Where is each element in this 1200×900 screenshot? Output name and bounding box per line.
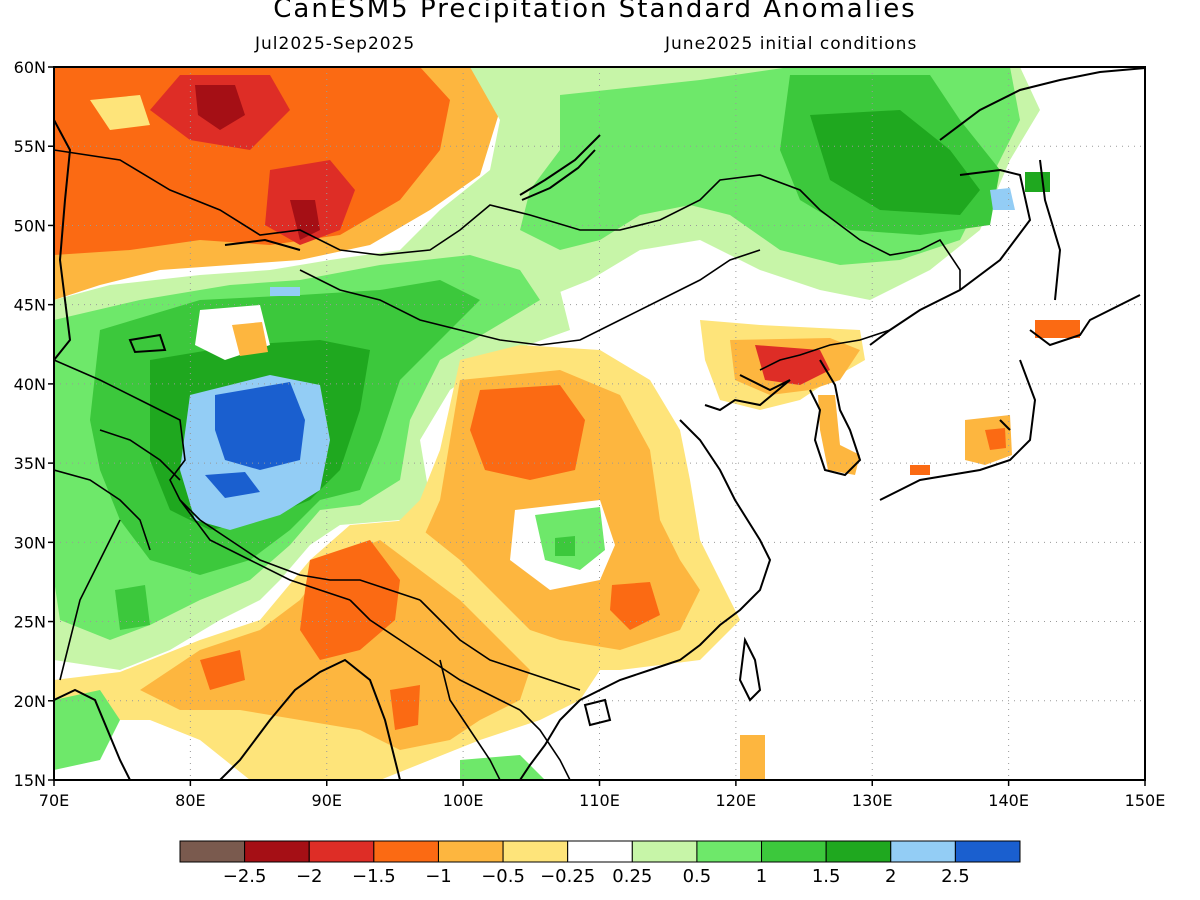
lat-tick-label: 35N xyxy=(14,454,46,473)
colorbar-label: 0.25 xyxy=(612,866,652,887)
colorbar-label: 2 xyxy=(885,866,896,887)
latitude-axis: 60N 55N 50N 45N 40N 35N 30N 25N 20N 15N xyxy=(14,58,54,790)
anomaly-field xyxy=(54,67,1145,780)
colorbar-label: −1.5 xyxy=(352,866,396,887)
lon-tick-label: 140E xyxy=(988,791,1029,810)
colorbar-label: −0.25 xyxy=(540,866,595,887)
colorbar-label: −0.5 xyxy=(481,866,525,887)
colorbar-label: −2.5 xyxy=(223,866,267,887)
coastlines xyxy=(54,67,1145,780)
colorbar-label: 0.5 xyxy=(683,866,712,887)
lat-tick-label: 50N xyxy=(14,216,46,235)
colorbar-swatch xyxy=(890,840,956,863)
lat-tick-label: 45N xyxy=(14,296,46,315)
lat-tick-label: 40N xyxy=(14,375,46,394)
lon-tick-label: 150E xyxy=(1125,791,1166,810)
lon-tick-label: 100E xyxy=(443,791,484,810)
colorbar-swatch xyxy=(373,840,439,863)
colorbar-swatch xyxy=(308,840,375,863)
colorbar-swatch xyxy=(761,840,827,863)
colorbar-label: 1.5 xyxy=(812,866,841,887)
colorbar-swatch xyxy=(179,840,246,863)
subtitle-period: Jul2025-Sep2025 xyxy=(255,34,416,54)
colorbar-label: −1 xyxy=(425,866,452,887)
colorbar-label: −2 xyxy=(296,866,323,887)
subtitle-initial-conditions: June2025 initial conditions xyxy=(665,34,918,54)
lon-tick-label: 80E xyxy=(175,791,205,810)
gridlines xyxy=(54,67,1145,780)
lon-tick-label: 120E xyxy=(716,791,757,810)
lat-tick-label: 20N xyxy=(14,692,46,711)
lon-tick-label: 90E xyxy=(312,791,342,810)
map-title: CanESM5 Precipitation Standard Anomalies xyxy=(273,0,917,24)
longitude-axis: 70E 80E 90E 100E 110E 120E 130E 140E 150E xyxy=(39,780,1166,810)
colorbar: −2.5 −2 −1.5 −1 −0.5 −0.25 0.25 0.5 1 1.5 2 2.5 xyxy=(179,840,1021,887)
colorbar-label: 2.5 xyxy=(941,866,970,887)
country-borders xyxy=(54,149,961,780)
colorbar-swatch xyxy=(696,840,763,863)
lat-tick-label: 15N xyxy=(14,771,46,790)
lon-tick-label: 130E xyxy=(852,791,893,810)
colorbar-swatch xyxy=(567,840,633,863)
colorbar-swatch xyxy=(437,840,504,863)
lat-tick-label: 25N xyxy=(14,613,46,632)
colorbar-swatch xyxy=(244,840,310,863)
lon-tick-label: 110E xyxy=(579,791,620,810)
lat-tick-label: 60N xyxy=(14,58,46,77)
colorbar-swatch xyxy=(631,840,698,863)
lat-tick-label: 30N xyxy=(14,533,46,552)
lon-tick-label: 70E xyxy=(39,791,69,810)
colorbar-swatch xyxy=(954,840,1021,863)
colorbar-swatch xyxy=(502,840,569,863)
lat-tick-label: 55N xyxy=(14,137,46,156)
colorbar-label: 1 xyxy=(756,866,767,887)
colorbar-swatch xyxy=(825,840,892,863)
